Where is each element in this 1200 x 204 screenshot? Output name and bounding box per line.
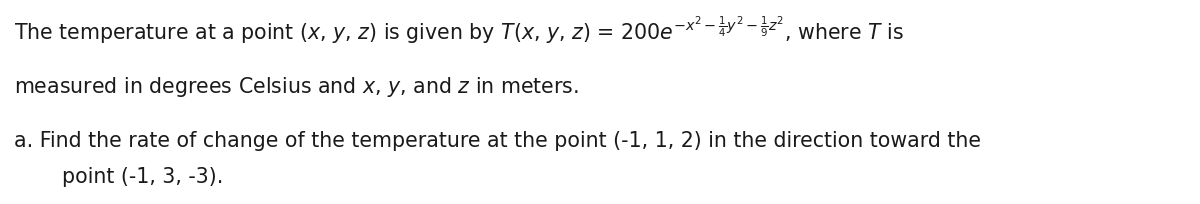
Text: point (-1, 3, -3).: point (-1, 3, -3). xyxy=(62,167,223,187)
Text: The temperature at a point ($x$, $y$, $z$) is given by $T$($x$, $y$, $z$) = 200$: The temperature at a point ($x$, $y$, $z… xyxy=(14,14,904,45)
Text: measured in degrees Celsius and $x$, $y$, and $z$ in meters.: measured in degrees Celsius and $x$, $y$… xyxy=(14,75,580,100)
Text: a. Find the rate of change of the temperature at the point (-1, 1, 2) in the dir: a. Find the rate of change of the temper… xyxy=(14,131,982,151)
